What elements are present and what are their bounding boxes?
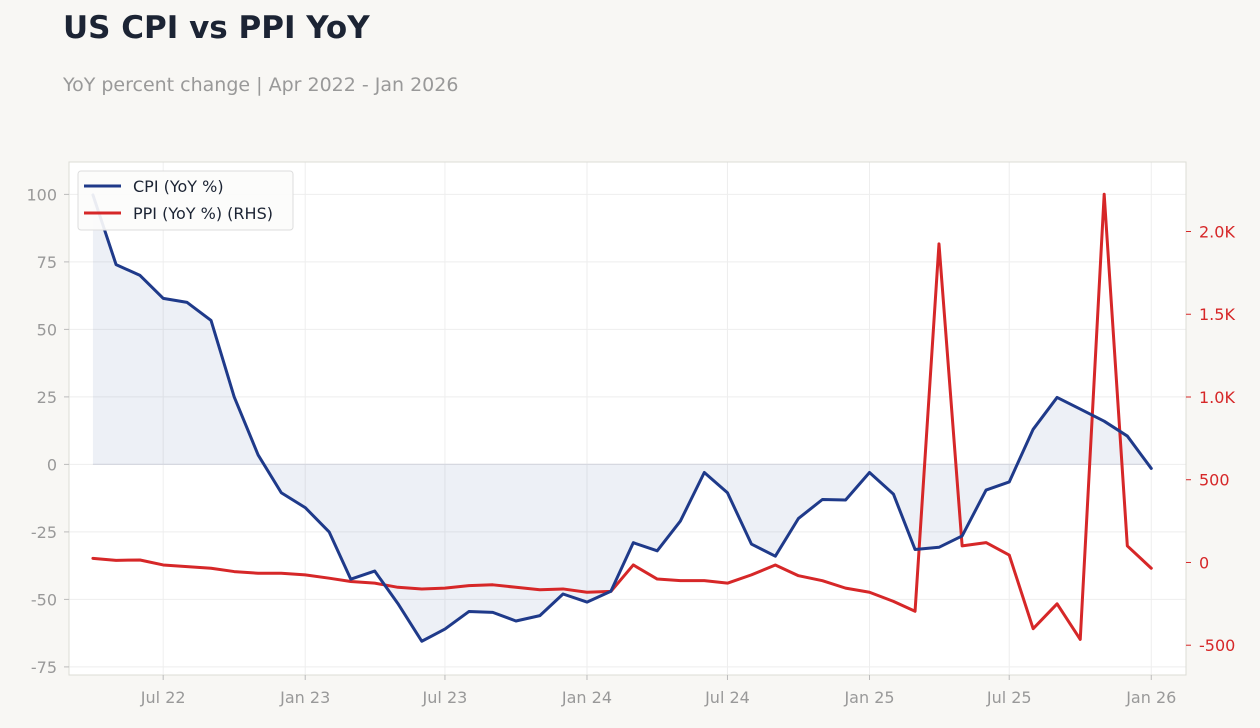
left-tick-label: -25 — [31, 523, 57, 542]
legend[interactable]: CPI (YoY %) PPI (YoY %) (RHS) — [77, 170, 294, 231]
legend-ppi-label: PPI (YoY %) (RHS) — [133, 204, 273, 223]
right-tick-label: -500 — [1199, 636, 1235, 655]
right-tick-label: 1.0K — [1199, 388, 1235, 407]
x-tick-label: Jul 25 — [986, 688, 1032, 707]
legend-box — [77, 170, 294, 231]
x-tick-label: Jan 23 — [279, 688, 330, 707]
left-tick-label: -75 — [31, 658, 57, 677]
left-tick-label: 25 — [37, 388, 57, 407]
cpi-fill-area — [92, 194, 1152, 642]
left-tick-label: 75 — [37, 253, 57, 272]
left-tick-label: 100 — [26, 185, 57, 204]
series-lines — [91, 192, 1153, 643]
plot-area — [69, 162, 1186, 675]
right-tick-label: 1.5K — [1199, 305, 1235, 324]
x-tick-label: Jan 26 — [1125, 688, 1176, 707]
plot-border — [68, 161, 1187, 676]
cpi-area — [92, 194, 1152, 642]
chart-subtitle: YoY percent change | Apr 2022 - Jan 2026 — [63, 74, 459, 96]
x-tick-label: Jan 25 — [843, 688, 894, 707]
cpi-line — [91, 193, 1153, 643]
right-tick-label: 2.0K — [1199, 223, 1235, 242]
left-tick-label: 50 — [37, 320, 57, 339]
x-tick-label: Jan 24 — [561, 688, 612, 707]
right-tick-label: 0 — [1199, 553, 1209, 572]
right-tick-label: 500 — [1199, 471, 1230, 490]
left-tick-label: 0 — [47, 455, 57, 474]
ppi-line — [91, 192, 1153, 641]
legend-cpi-label: CPI (YoY %) — [133, 177, 224, 196]
x-tick-label: Jul 23 — [422, 688, 468, 707]
x-tick-label: Jul 24 — [704, 688, 750, 707]
x-tick-label: Jul 22 — [140, 688, 186, 707]
left-tick-label: -50 — [31, 590, 57, 609]
axes: -75 -50 -25 0 25 50 75 100 -500 0 500 1.0K 1.5K 2.0K J… — [26, 161, 1235, 707]
chart-title: US CPI vs PPI YoY — [63, 10, 370, 46]
